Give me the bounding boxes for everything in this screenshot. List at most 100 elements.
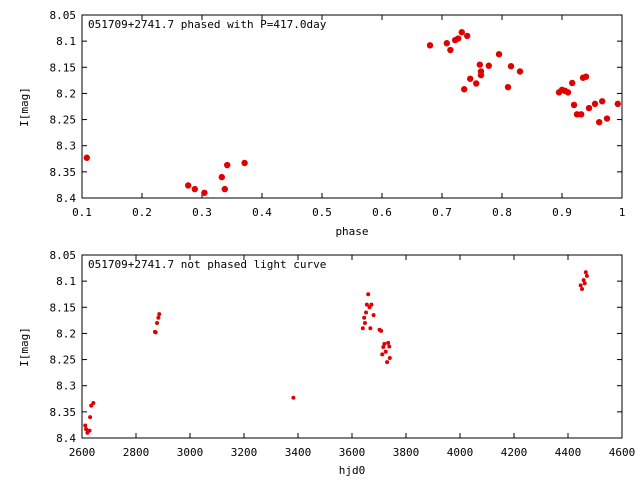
unphased-data-point xyxy=(360,326,365,331)
phased-data-point xyxy=(570,101,578,109)
unphased-data-point xyxy=(88,415,93,420)
phased-plot-points xyxy=(83,29,621,196)
unphased-ytick-label: 8.05 xyxy=(50,249,77,262)
unphased-xtick-label: 3200 xyxy=(231,446,258,459)
unphased-xtick-label: 4200 xyxy=(501,446,528,459)
phased-data-point xyxy=(614,100,621,108)
phased-data-point xyxy=(467,75,474,82)
unphased-xtick-label: 4400 xyxy=(555,446,582,459)
unphased-data-point xyxy=(87,428,92,433)
phased-ytick-label: 8.25 xyxy=(50,114,77,127)
unphased-data-point xyxy=(83,423,88,428)
unphased-data-point xyxy=(157,312,162,317)
phased-ytick-label: 8.3 xyxy=(56,140,76,153)
unphased-data-point xyxy=(362,315,367,320)
unphased-data-point xyxy=(84,427,89,432)
phased-data-point xyxy=(477,71,485,79)
unphased-xtick-label: 2800 xyxy=(123,446,150,459)
unphased-plot-title: 051709+2741.7 not phased light curve xyxy=(88,258,326,271)
unphased-ytick-label: 8.4 xyxy=(56,432,76,445)
phased-data-point xyxy=(201,189,208,196)
phased-data-point xyxy=(447,46,454,54)
unphased-ytick-label: 8.2 xyxy=(56,327,76,340)
unphased-data-point xyxy=(383,349,388,354)
phased-ytick-label: 8.05 xyxy=(50,9,77,22)
phased-data-point xyxy=(83,154,91,161)
unphased-data-point xyxy=(364,310,369,315)
phased-plot-title: 051709+2741.7 phased with P=417.0day xyxy=(88,18,327,31)
phased-xtick-label: 0.2 xyxy=(132,206,152,219)
unphased-xtick-label: 3000 xyxy=(177,446,204,459)
unphased-xtick-label: 2600 xyxy=(69,446,96,459)
unphased-data-point xyxy=(387,344,392,349)
phased-data-point xyxy=(495,51,503,58)
phased-data-point xyxy=(191,185,198,193)
unphased-data-point xyxy=(369,302,374,307)
unphased-data-point xyxy=(364,302,369,307)
phased-plot-ylabel: I[mag] xyxy=(18,87,31,127)
phased-xtick-label: 0.7 xyxy=(432,206,452,219)
unphased-data-point xyxy=(385,360,390,365)
unphased-data-point xyxy=(584,273,589,278)
unphased-xtick-label: 3800 xyxy=(393,446,420,459)
phased-xtick-label: 1 xyxy=(619,206,626,219)
unphased-ytick-label: 8.35 xyxy=(50,406,77,419)
phased-data-point xyxy=(582,73,590,80)
phased-data-point xyxy=(224,161,231,169)
phased-ytick-label: 8.1 xyxy=(56,35,76,48)
phased-xtick-label: 0.6 xyxy=(372,206,392,219)
phased-data-point xyxy=(578,111,585,118)
unphased-data-point xyxy=(155,320,160,325)
unphased-data-point xyxy=(581,278,586,283)
phased-xtick-label: 0.9 xyxy=(552,206,572,219)
phased-data-point xyxy=(185,182,192,189)
phased-xtick-label: 0.8 xyxy=(492,206,512,219)
phased-ytick-label: 8.4 xyxy=(56,192,76,205)
phased-data-point xyxy=(485,62,492,69)
phased-data-point xyxy=(241,159,248,167)
phased-data-point xyxy=(443,40,450,47)
unphased-ytick-label: 8.1 xyxy=(56,275,76,288)
unphased-xtick-label: 3400 xyxy=(285,446,312,459)
unphased-plot-frame xyxy=(81,254,623,439)
phased-data-point xyxy=(596,118,603,126)
phased-data-point xyxy=(473,80,480,87)
unphased-plot-points xyxy=(83,270,589,435)
phased-data-point xyxy=(426,42,434,49)
unphased-xtick-label: 4000 xyxy=(447,446,474,459)
phased-data-point xyxy=(564,89,572,96)
phased-plot-xlabel: phase xyxy=(335,225,368,238)
phased-ytick-label: 8.15 xyxy=(50,61,77,74)
unphased-data-point xyxy=(580,286,585,291)
unphased-xtick-label: 4600 xyxy=(609,446,636,459)
unphased-data-point xyxy=(578,283,583,288)
phased-data-point xyxy=(591,100,599,108)
unphased-xtick-label: 3600 xyxy=(339,446,366,459)
unphased-plot-ticks: 2600 2800 3000 3200 3400 3600 3800 4000 4200 4400… xyxy=(50,249,636,459)
phased-data-point xyxy=(221,185,228,193)
phased-data-point xyxy=(516,68,524,75)
unphased-ytick-label: 8.25 xyxy=(50,354,77,367)
phased-data-point xyxy=(507,63,515,70)
unphased-plot-ylabel: I[mag] xyxy=(18,327,31,367)
phased-data-point xyxy=(455,35,462,42)
unphased-data-point xyxy=(387,356,392,361)
phased-data-point xyxy=(464,32,471,40)
phased-data-point xyxy=(218,173,225,181)
phased-xtick-label: 0.1 xyxy=(72,206,92,219)
unphased-data-point xyxy=(381,345,386,350)
phased-plot: 051709+2741.7 phased with P=417.0day pha… xyxy=(18,9,625,238)
phased-data-point xyxy=(569,79,576,87)
unphased-data-point xyxy=(91,400,96,405)
phased-data-point xyxy=(476,61,483,68)
phased-ytick-label: 8.35 xyxy=(50,166,77,179)
phased-data-point xyxy=(461,86,468,93)
unphased-data-point xyxy=(583,270,588,275)
unphased-plot-xlabel: hjd0 xyxy=(339,464,366,477)
unphased-data-point xyxy=(371,313,376,318)
phased-plot-ticks: 0.1 0.2 0.3 0.4 0.5 0.6 0.7 0.8 0.9 1 8.05 8.1 8.15 8… xyxy=(50,9,626,219)
unphased-ytick-label: 8.3 xyxy=(56,380,76,393)
phased-ytick-label: 8.2 xyxy=(56,87,76,100)
unphased-data-point xyxy=(291,395,296,400)
unphased-data-point xyxy=(379,328,384,333)
